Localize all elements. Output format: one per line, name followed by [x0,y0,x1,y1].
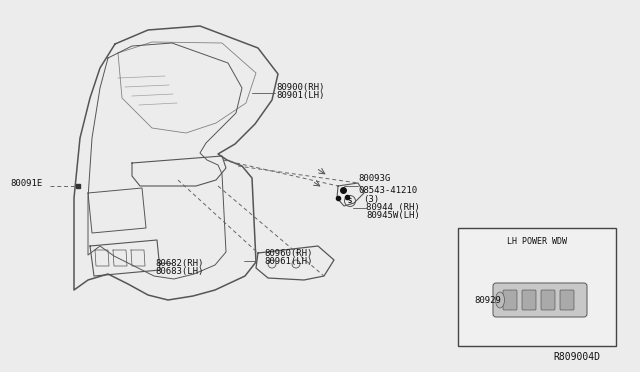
Text: 80682(RH): 80682(RH) [155,259,204,268]
Text: 80945W(LH): 80945W(LH) [366,211,420,220]
Text: 80683(LH): 80683(LH) [155,267,204,276]
Text: 08543-41210: 08543-41210 [358,186,417,195]
Text: 80093G: 80093G [358,174,390,183]
Text: R809004D: R809004D [553,352,600,362]
Text: 80091E: 80091E [10,179,42,188]
Text: 80900(RH): 80900(RH) [276,83,324,92]
Text: (3): (3) [363,195,379,204]
FancyBboxPatch shape [560,290,574,310]
Text: 80901(LH): 80901(LH) [276,91,324,100]
FancyBboxPatch shape [503,290,517,310]
Text: 80961(LH): 80961(LH) [264,257,312,266]
FancyBboxPatch shape [493,283,587,317]
Text: 80944 (RH): 80944 (RH) [366,203,420,212]
FancyBboxPatch shape [541,290,555,310]
Text: 80960(RH): 80960(RH) [264,249,312,258]
Ellipse shape [495,292,504,308]
Text: 80929: 80929 [474,296,501,305]
Bar [458,228,616,346]
Text: LH POWER WDW: LH POWER WDW [507,237,567,246]
Text: S: S [348,198,352,204]
FancyBboxPatch shape [522,290,536,310]
